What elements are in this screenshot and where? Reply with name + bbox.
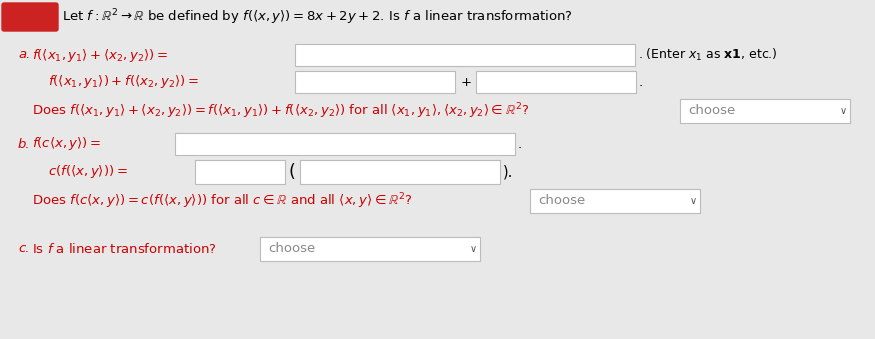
Text: Let $f : \mathbb{R}^2 \rightarrow \mathbb{R}$ be defined by $f(\langle x, y\rang: Let $f : \mathbb{R}^2 \rightarrow \mathb… bbox=[62, 7, 573, 27]
Text: $f(\langle x_1, y_1\rangle + \langle x_2, y_2\rangle) =$: $f(\langle x_1, y_1\rangle + \langle x_2… bbox=[32, 46, 168, 63]
Text: $+$: $+$ bbox=[460, 76, 472, 88]
Text: choose: choose bbox=[688, 104, 735, 118]
Text: c.: c. bbox=[18, 242, 30, 256]
FancyBboxPatch shape bbox=[295, 71, 455, 93]
Text: (: ( bbox=[288, 163, 295, 181]
Text: $f(\langle x_1, y_1\rangle) + f(\langle x_2, y_2\rangle) =$: $f(\langle x_1, y_1\rangle) + f(\langle … bbox=[48, 74, 200, 91]
Text: Does $f(c\langle x, y\rangle) = c(f(\langle x, y\rangle))$ for all $c \in \mathb: Does $f(c\langle x, y\rangle) = c(f(\lan… bbox=[32, 191, 413, 211]
FancyBboxPatch shape bbox=[195, 160, 285, 184]
Text: Does $f(\langle x_1, y_1\rangle + \langle x_2, y_2\rangle) = f(\langle x_1, y_1\: Does $f(\langle x_1, y_1\rangle + \langl… bbox=[32, 101, 529, 121]
FancyBboxPatch shape bbox=[680, 99, 850, 123]
Text: ∨: ∨ bbox=[690, 196, 697, 206]
Text: choose: choose bbox=[268, 242, 315, 256]
Text: Is $f$ a linear transformation?: Is $f$ a linear transformation? bbox=[32, 242, 217, 256]
FancyBboxPatch shape bbox=[260, 237, 480, 261]
Text: .: . bbox=[518, 138, 522, 151]
Text: . (Enter $x_1$ as $\mathbf{x1}$, etc.): . (Enter $x_1$ as $\mathbf{x1}$, etc.) bbox=[638, 47, 778, 63]
FancyBboxPatch shape bbox=[295, 44, 635, 66]
FancyBboxPatch shape bbox=[2, 3, 58, 31]
Text: a.: a. bbox=[18, 48, 31, 61]
Text: ).: ). bbox=[503, 164, 514, 179]
FancyBboxPatch shape bbox=[175, 133, 515, 155]
Text: ∨: ∨ bbox=[470, 244, 477, 254]
Text: choose: choose bbox=[538, 195, 585, 207]
FancyBboxPatch shape bbox=[530, 189, 700, 213]
FancyBboxPatch shape bbox=[300, 160, 500, 184]
Text: ∨: ∨ bbox=[840, 106, 847, 116]
Text: $f(c\langle x, y\rangle) =$: $f(c\langle x, y\rangle) =$ bbox=[32, 136, 102, 153]
Text: b.: b. bbox=[18, 138, 31, 151]
Text: $c(f(\langle x, y\rangle)) =$: $c(f(\langle x, y\rangle)) =$ bbox=[48, 163, 128, 180]
Text: .: . bbox=[639, 76, 643, 88]
FancyBboxPatch shape bbox=[476, 71, 636, 93]
